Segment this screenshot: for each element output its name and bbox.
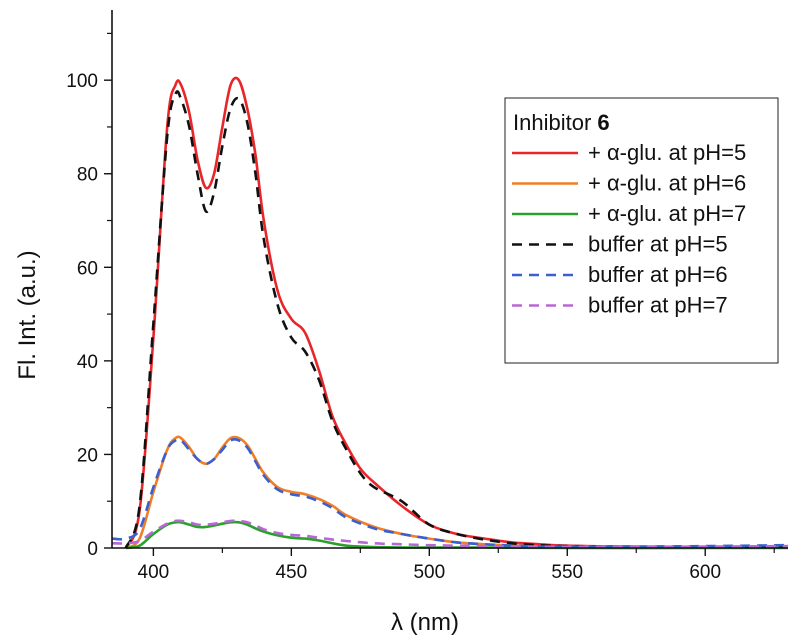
legend-label: buffer at pH=5: [588, 232, 728, 257]
legend-title: Inhibitor 6: [513, 110, 610, 135]
y-tick-label: 20: [77, 445, 98, 466]
series-line-4: [124, 90, 788, 549]
legend: Inhibitor 6 + α-glu. at pH=5+ α-glu. at …: [504, 97, 779, 364]
y-tick-label: 100: [66, 71, 98, 92]
x-tick-label: 400: [138, 562, 170, 583]
y-tick-label: 40: [77, 352, 98, 373]
x-tick-label: 600: [689, 562, 721, 583]
series-line-1: [124, 76, 788, 549]
y-tick-label: 0: [87, 539, 98, 560]
plot-lines: [111, 76, 789, 550]
legend-label: + α-glu. at pH=7: [588, 201, 746, 226]
legend-label: buffer at pH=6: [588, 262, 728, 287]
legend-title-text: Inhibitor: [513, 110, 591, 135]
legend-box: [504, 97, 779, 364]
x-tick-label: 550: [551, 562, 583, 583]
y-tick-label: 80: [77, 165, 98, 186]
axes: [111, 10, 788, 549]
tick-labels: 400 450 500 550 600 0 20 40 60 80 100: [66, 71, 721, 583]
x-tick-label: 450: [275, 562, 307, 583]
x-axis-label: λ (nm): [391, 609, 459, 636]
legend-title-bold: 6: [597, 110, 609, 135]
legend-entries: + α-glu. at pH=5 + α-glu. at pH=6 + α-glu.…: [512, 140, 746, 318]
legend-label: buffer at pH=7: [588, 293, 728, 318]
y-axis-label: Fl. Int. (a.u.): [14, 250, 41, 379]
legend-label: + α-glu. at pH=6: [588, 171, 746, 196]
x-tick-label: 500: [413, 562, 445, 583]
series-line-6: [111, 519, 789, 548]
legend-label: + α-glu. at pH=5: [588, 140, 746, 165]
series-line-5: [111, 437, 789, 548]
tick-marks: [104, 32, 775, 556]
y-tick-label: 60: [77, 258, 98, 279]
series-line-2: [125, 435, 788, 550]
